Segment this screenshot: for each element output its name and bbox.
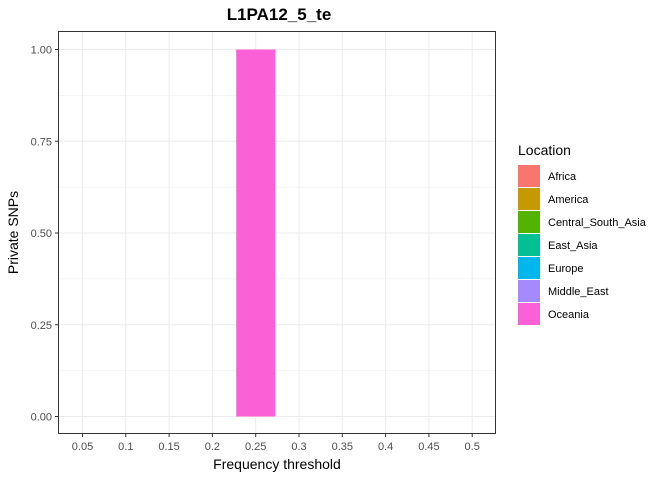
legend-label: America — [548, 194, 589, 206]
y-tick-label: 0.25 — [31, 320, 52, 332]
legend-key-africa — [518, 165, 540, 187]
y-axis-title: Private SNPs — [5, 191, 21, 274]
y-tick-label: 0.50 — [31, 228, 52, 240]
legend-label: East_Asia — [548, 240, 598, 252]
legend-label: Middle_East — [548, 286, 609, 298]
plot-panel-border — [58, 31, 496, 434]
x-axis-title: Frequency threshold — [213, 456, 341, 472]
bar-oceania — [236, 49, 276, 417]
y-axis: 0.00 0.25 0.50 0.75 1.00 — [31, 45, 58, 424]
x-tick-label: 0.25 — [245, 441, 266, 453]
legend-label: Oceania — [548, 309, 590, 321]
x-tick-label: 0.45 — [418, 441, 439, 453]
legend-key-europe — [518, 257, 540, 279]
y-tick-label: 1.00 — [31, 45, 52, 57]
x-tick-label: 0.1 — [118, 441, 133, 453]
x-tick-label: 0.05 — [72, 441, 93, 453]
legend-key-oceania — [518, 303, 540, 325]
x-axis: 0.05 0.1 0.15 0.2 0.25 0.3 0.35 0.4 0.45 0.5 — [72, 434, 480, 453]
x-tick-label: 0.3 — [291, 441, 306, 453]
x-tick-label: 0.2 — [205, 441, 220, 453]
legend-label: Europe — [548, 263, 583, 275]
legend-key-middle_east — [518, 280, 540, 302]
x-tick-label: 0.4 — [378, 441, 393, 453]
grid — [58, 31, 496, 434]
legend-key-america — [518, 188, 540, 210]
x-tick-label: 0.5 — [465, 441, 480, 453]
legend-label: Central_South_Asia — [548, 217, 647, 229]
x-tick-label: 0.15 — [158, 441, 179, 453]
x-tick-label: 0.35 — [332, 441, 353, 453]
legend-title: Location — [518, 142, 571, 158]
bars — [236, 49, 276, 417]
y-tick-label: 0.00 — [31, 412, 52, 424]
chart-title: L1PA12_5_te — [227, 5, 332, 24]
legend: Location Africa America Central_South_Asia… — [518, 142, 647, 325]
y-tick-label: 0.75 — [31, 136, 52, 148]
legend-key-central_south_asia — [518, 211, 540, 233]
legend-label: Africa — [548, 171, 577, 183]
legend-key-east_asia — [518, 234, 540, 256]
